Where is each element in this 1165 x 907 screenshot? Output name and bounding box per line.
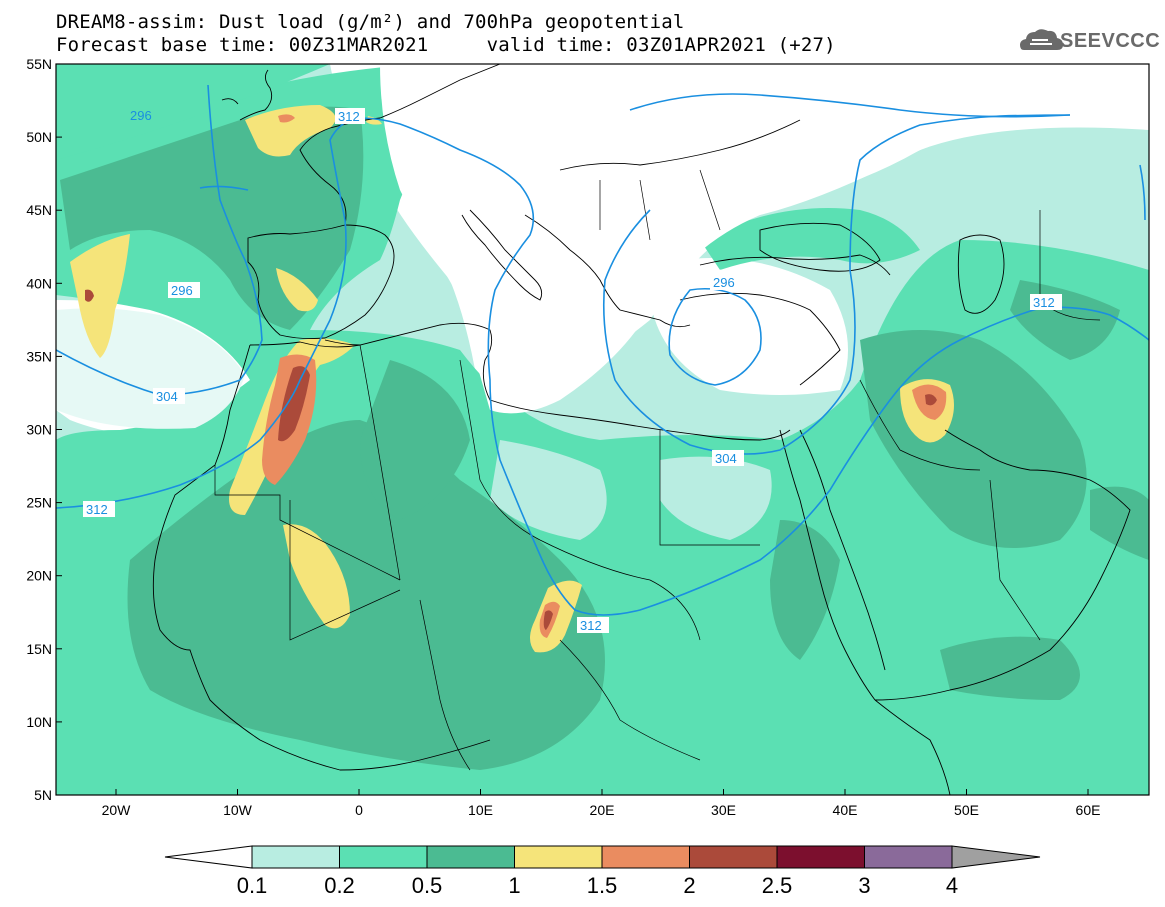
colorbar-label: 3	[858, 873, 870, 898]
colorbar-label: 4	[946, 873, 958, 898]
colorbar-segment	[339, 845, 428, 869]
lon-tick-label: 10W	[223, 802, 253, 818]
forecast-time-subtitle: Forecast base time: 00Z31MAR2021 valid t…	[56, 34, 836, 56]
lon-tick-label: 30E	[711, 802, 736, 818]
lat-tick-label: 25N	[26, 495, 52, 511]
cloud-icon	[1020, 29, 1063, 50]
lat-tick-label: 10N	[26, 714, 52, 730]
seevccc-logo: SEEVCCC	[1060, 30, 1161, 52]
colorbar-label: 0.2	[324, 873, 355, 898]
lat-tick-label: 55N	[26, 56, 52, 72]
contour-label: 312	[580, 618, 602, 633]
colorbar-segment	[251, 845, 340, 869]
lon-tick-label: 60E	[1076, 802, 1101, 818]
contour-label: 296	[171, 283, 193, 298]
contour-label: 312	[338, 109, 360, 124]
lat-tick-label: 5N	[34, 787, 52, 803]
lat-tick-label: 50N	[26, 129, 52, 145]
longitude-axis: 20W 10W 0 10E 20E 30E 40E 50E 60E	[102, 789, 1101, 818]
contour-label: 304	[715, 451, 737, 466]
dust-load-field	[56, 64, 1149, 795]
colorbar-label: 1.5	[587, 873, 618, 898]
map-title: DREAM8-assim: Dust load (g/m²) and 700hP…	[56, 11, 685, 33]
lat-tick-label: 20N	[26, 568, 52, 584]
colorbar: 0.1 0.2 0.5 1 1.5 2 2.5 3 4	[164, 845, 1041, 898]
colorbar-segment	[426, 845, 515, 869]
contour-label: 304	[156, 389, 178, 404]
geopotential-contours	[56, 84, 1149, 616]
lon-tick-label: 20W	[102, 802, 132, 818]
colorbar-segment	[776, 845, 865, 869]
contour-label: 296	[130, 108, 152, 123]
coastlines	[152, 64, 1131, 795]
colorbar-label: 0.1	[237, 873, 268, 898]
colorbar-segment	[514, 845, 603, 869]
contour-label: 312	[86, 502, 108, 517]
lat-tick-label: 35N	[26, 348, 52, 364]
lat-tick-label: 40N	[26, 275, 52, 291]
colorbar-segment	[864, 845, 953, 869]
lon-tick-label: 20E	[590, 802, 615, 818]
lat-tick-label: 15N	[26, 641, 52, 657]
colorbar-under-arrow	[164, 845, 253, 869]
contour-labels: 296 312 296 296 304 312 304 312 312	[83, 108, 1062, 633]
contour-label: 296	[713, 275, 735, 290]
colorbar-over-arrow	[951, 845, 1041, 869]
lon-tick-label: 0	[355, 802, 363, 818]
colorbar-segment	[601, 845, 690, 869]
contour-label: 312	[1033, 295, 1055, 310]
lon-tick-label: 50E	[954, 802, 979, 818]
latitude-axis: 55N 50N 45N 40N 35N 30N 25N 20N 15N 10N 5N	[26, 56, 62, 803]
lon-tick-label: 10E	[468, 802, 493, 818]
lon-tick-label: 40E	[833, 802, 858, 818]
colorbar-label: 2.5	[762, 873, 793, 898]
colorbar-segment	[689, 845, 778, 869]
lat-tick-label: 45N	[26, 202, 52, 218]
colorbar-label: 0.5	[412, 873, 443, 898]
colorbar-label: 2	[683, 873, 695, 898]
colorbar-label: 1	[508, 873, 520, 898]
lat-tick-label: 30N	[26, 422, 52, 438]
